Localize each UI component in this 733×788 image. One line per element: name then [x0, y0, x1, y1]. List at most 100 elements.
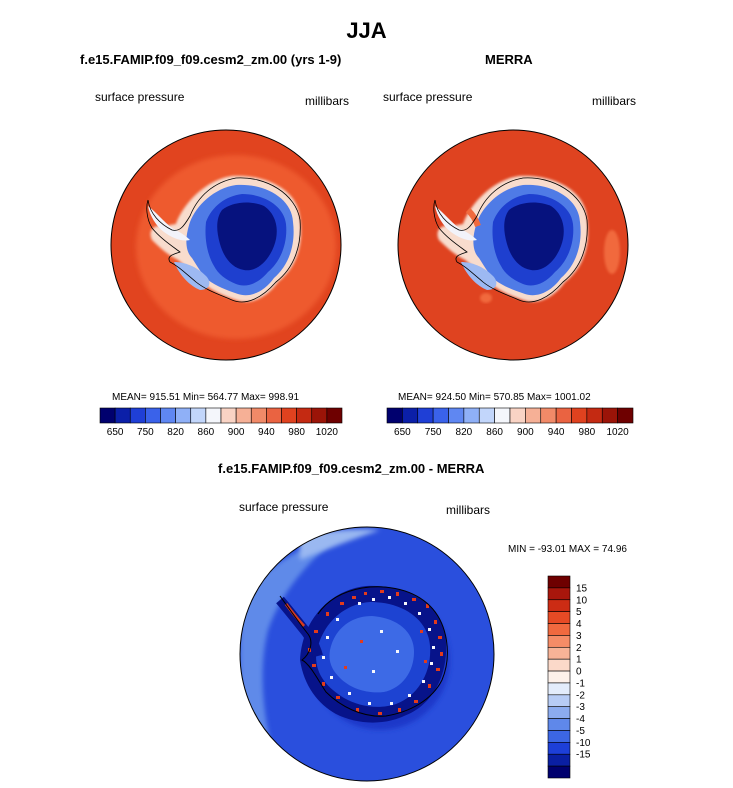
panel2-title: MERRA — [485, 52, 533, 67]
colorbar1-swatch — [175, 407, 192, 424]
colorbar2-tick-label: 750 — [425, 427, 442, 438]
colorbar3-swatch — [547, 623, 571, 636]
colorbar2-tick-label: 940 — [548, 427, 565, 438]
colorbar2-tick-label: 1020 — [607, 427, 630, 438]
colorbar2-tick-label: 900 — [517, 427, 534, 438]
colorbar3-tick-label: 1 — [576, 655, 582, 666]
colorbar1-swatch — [326, 407, 343, 424]
colorbar2-swatch — [555, 407, 572, 424]
colorbar3-tick-label: 10 — [576, 595, 588, 606]
colorbar3-swatch — [547, 658, 571, 672]
colorbar2-swatch — [417, 407, 434, 424]
panel3-stats: MIN = -93.01 MAX = 74.96 — [508, 544, 627, 555]
panel1-variable-label: surface pressure — [95, 90, 185, 104]
colorbar2-swatch — [601, 407, 618, 424]
panel2-variable-label: surface pressure — [383, 90, 473, 104]
colorbar1-swatch — [311, 407, 328, 424]
colorbar1-tick-label: 650 — [107, 427, 124, 438]
colorbar3-tick-label: -2 — [576, 690, 585, 701]
colorbar3-tick-label: 3 — [576, 631, 582, 642]
colorbar1-swatch — [160, 407, 176, 424]
colorbar3-swatch — [547, 718, 571, 731]
colorbar1-swatch — [145, 407, 161, 424]
colorbar3-swatch — [547, 670, 571, 684]
map3-coastal-noise-light — [322, 596, 435, 705]
colorbar-panel2: 650 750 820 860 900 940 980 1020 — [386, 407, 634, 438]
colorbar2-swatch — [402, 407, 419, 424]
colorbar2-swatch — [448, 407, 465, 424]
colorbar2-tick-label: 650 — [394, 427, 411, 438]
colorbar3-tick-label: -4 — [576, 714, 585, 725]
colorbar3-swatch — [547, 730, 571, 743]
colorbar3-swatch — [547, 765, 571, 779]
panel1-stats: MEAN= 915.51 Min= 564.77 Max= 998.91 — [112, 392, 300, 403]
colorbar3-swatch — [547, 587, 571, 601]
colorbar1-swatch — [235, 407, 252, 424]
colorbar3-tick-label: 15 — [576, 583, 588, 594]
colorbar3-tick-label: -5 — [576, 726, 585, 737]
colorbar2-swatch — [540, 407, 557, 424]
colorbar3-swatch — [547, 611, 571, 624]
colorbar-panel1: 650 750 820 860 900 940 980 1020 — [99, 407, 343, 438]
colorbar3-tick-label: 5 — [576, 607, 582, 618]
colorbar1-swatch — [266, 407, 282, 424]
colorbar2-tick-label: 820 — [456, 427, 473, 438]
colorbar2-swatch — [525, 407, 542, 424]
colorbar3-swatch — [547, 694, 571, 708]
colorbar3-swatch — [547, 575, 571, 589]
colorbar1-swatch — [114, 407, 131, 424]
colorbar1-tick-label: 940 — [258, 427, 275, 438]
figure-title: JJA — [346, 18, 387, 43]
map1 — [111, 130, 341, 360]
colorbar2-swatch — [586, 407, 603, 424]
colorbar1-tick-label: 750 — [137, 427, 154, 438]
panel3-title: f.e15.FAMIP.f09_f09.cesm2_zm.00 - MERRA — [218, 461, 485, 476]
colorbar2-tick-label: 980 — [579, 427, 596, 438]
colorbar2-swatch — [494, 407, 511, 424]
colorbar1-swatch — [220, 407, 237, 424]
colorbar3-tick-label: -15 — [576, 750, 591, 761]
colorbar3-tick-label: 0 — [576, 667, 582, 678]
colorbar2-swatch — [571, 407, 588, 424]
colorbar2-swatch — [509, 407, 526, 424]
colorbar3-tick-label: 2 — [576, 643, 582, 654]
colorbar1-swatch — [99, 407, 116, 424]
colorbar2-swatch — [432, 407, 449, 424]
colorbar1-tick-label: 900 — [228, 427, 245, 438]
colorbar3-swatch — [547, 646, 571, 660]
panel1-units-label: millibars — [305, 94, 350, 108]
colorbar1-tick-label: 1020 — [316, 427, 339, 438]
panel2-units-label: millibars — [592, 94, 637, 108]
colorbar1-swatch — [205, 407, 222, 424]
colorbar2-swatch — [617, 407, 634, 424]
colorbar2-swatch — [463, 407, 480, 424]
colorbar1-tick-label: 980 — [288, 427, 305, 438]
panel1-title: f.e15.FAMIP.f09_f09.cesm2_zm.00 (yrs 1-9… — [80, 52, 342, 67]
panel3-units-label: millibars — [446, 503, 491, 517]
colorbar3-swatch — [547, 599, 571, 612]
colorbar3-tick-label: 4 — [576, 619, 582, 630]
colorbar3-swatch — [547, 706, 571, 719]
colorbar3-swatch — [547, 753, 571, 767]
panel2-stats: MEAN= 924.50 Min= 570.85 Max= 1001.02 — [398, 392, 591, 403]
colorbar1-tick-label: 860 — [198, 427, 215, 438]
map2 — [398, 130, 628, 360]
colorbar1-swatch — [250, 407, 267, 424]
colorbar3-swatch — [547, 682, 571, 696]
colorbar2-tick-label: 860 — [486, 427, 503, 438]
colorbar1-swatch — [129, 407, 146, 424]
colorbar3-tick-label: -10 — [576, 738, 591, 749]
colorbar2-swatch — [478, 407, 495, 424]
colorbar2-swatch — [386, 407, 403, 424]
colorbar3-tick-label: -3 — [576, 702, 585, 713]
colorbar3-tick-label: -1 — [576, 678, 585, 689]
colorbar1-swatch — [296, 407, 313, 424]
map3 — [240, 527, 494, 781]
colorbar1-swatch — [190, 407, 207, 424]
colorbar3-swatch — [547, 742, 571, 755]
colorbar1-swatch — [281, 407, 297, 424]
panel3-variable-label: surface pressure — [239, 500, 329, 514]
colorbar1-tick-label: 820 — [167, 427, 184, 438]
